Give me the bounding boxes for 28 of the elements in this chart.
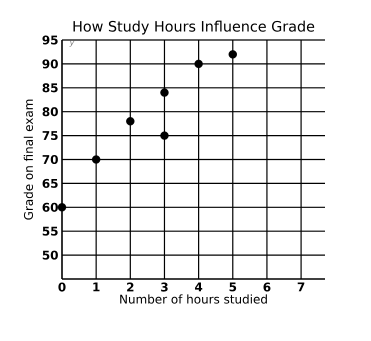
x-tick-label: 2 [127, 282, 134, 292]
x-tick-label: 1 [93, 282, 100, 292]
x-tick-label: 3 [161, 282, 168, 292]
x-tick-label: 6 [264, 282, 270, 292]
y-tick-label: 55 [42, 226, 58, 236]
y-tick-label: 65 [42, 178, 58, 188]
y-tick-label: 90 [42, 59, 58, 68]
x-tick-label: 0 [58, 282, 66, 292]
point [58, 203, 66, 212]
x-tick-label: 7 [298, 282, 304, 292]
point [160, 131, 169, 140]
point [228, 50, 237, 59]
y-tick-label: 95 [42, 35, 58, 45]
y-tick-label: 80 [42, 107, 58, 116]
y-tick-label: 50 [42, 250, 58, 260]
x-tick-label: 5 [230, 282, 236, 292]
y-tick-label: 60 [42, 202, 58, 212]
y-tick-label: 70 [42, 154, 58, 164]
point [194, 60, 203, 68]
x-tick-label: 4 [194, 282, 202, 292]
point [126, 117, 135, 126]
x-axis-title: Number of hours studied [120, 294, 267, 304]
chart-title: How Study Hours Influence Grade [73, 20, 314, 35]
y-tick-label: 85 [42, 83, 58, 92]
y-axis-title: Grade on final exam [24, 100, 34, 220]
point [160, 88, 169, 97]
point [92, 155, 100, 164]
y-tick-label: 75 [42, 131, 58, 140]
